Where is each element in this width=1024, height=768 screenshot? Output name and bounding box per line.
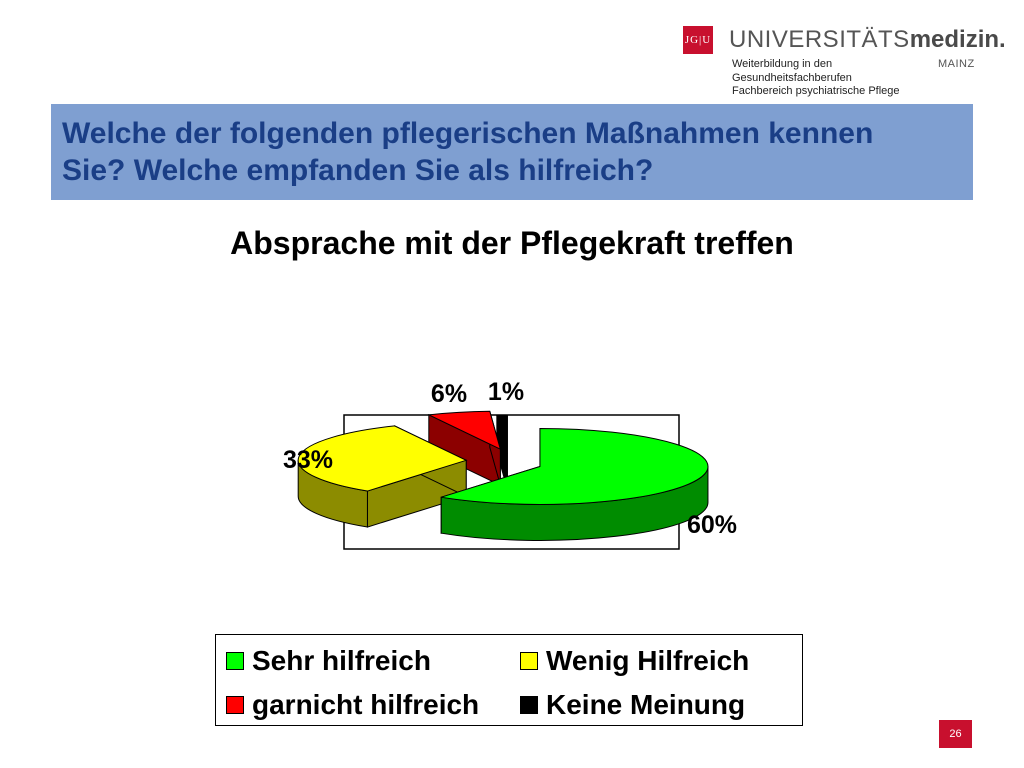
data-label-sehr-hilfreich: 60% xyxy=(687,511,737,539)
department-line-3: Fachbereich psychiatrische Pflege xyxy=(732,85,900,97)
data-label-garnicht-hilfreich: 6% xyxy=(431,380,467,408)
question-banner xyxy=(51,104,973,200)
question-text: Welche der folgenden pflegerischen Maßna… xyxy=(62,117,874,187)
pie-slices xyxy=(297,410,709,541)
legend-swatch xyxy=(226,652,244,670)
brand-logo: UNIVERSITÄTSmedizin. xyxy=(729,26,1006,54)
legend-label: Wenig Hilfreich xyxy=(546,645,750,676)
legend-label: Keine Meinung xyxy=(546,689,746,720)
pie-slice-sehr-hilfreich xyxy=(440,427,709,541)
legend-item-sehr-hilfreich: Sehr hilfreich xyxy=(226,645,431,677)
department-line-2: Gesundheitsfachberufen xyxy=(732,71,852,84)
brand-part2: medizin. xyxy=(909,26,1006,53)
pie-slice-garnicht-hilfreich xyxy=(427,410,502,487)
legend-item-keine-meinung: Keine Meinung xyxy=(520,689,745,721)
legend-swatch xyxy=(226,696,244,714)
legend-swatch xyxy=(520,696,538,714)
brand-part1: UNIVERSITÄTS xyxy=(729,26,910,53)
legend-item-wenig-hilfreich: Wenig Hilfreich xyxy=(520,645,749,677)
legend-item-garnicht-hilfreich: garnicht hilfreich xyxy=(226,689,479,721)
data-label-keine-meinung: 1% xyxy=(488,378,524,406)
brand-city: MAINZ xyxy=(938,58,975,70)
pie-slice-wenig-hilfreich xyxy=(297,425,468,528)
data-labels: 60% 33% 6% 1% xyxy=(283,378,737,539)
legend-label: Sehr hilfreich xyxy=(252,645,431,676)
department-info: Weiterbildung in den Gesundheitsfachberu… xyxy=(732,58,900,99)
logo-mark: JG|U xyxy=(683,26,713,54)
legend-swatch xyxy=(520,652,538,670)
chart-title: Absprache mit der Pflegekraft treffen xyxy=(230,225,794,261)
page-number: 26 xyxy=(939,720,972,748)
department-line-1: Weiterbildung in den xyxy=(732,58,833,70)
legend: Sehr hilfreich Wenig Hilfreich garnicht … xyxy=(215,634,803,726)
data-label-wenig-hilfreich: 33% xyxy=(283,446,333,474)
legend-label: garnicht hilfreich xyxy=(252,689,480,720)
